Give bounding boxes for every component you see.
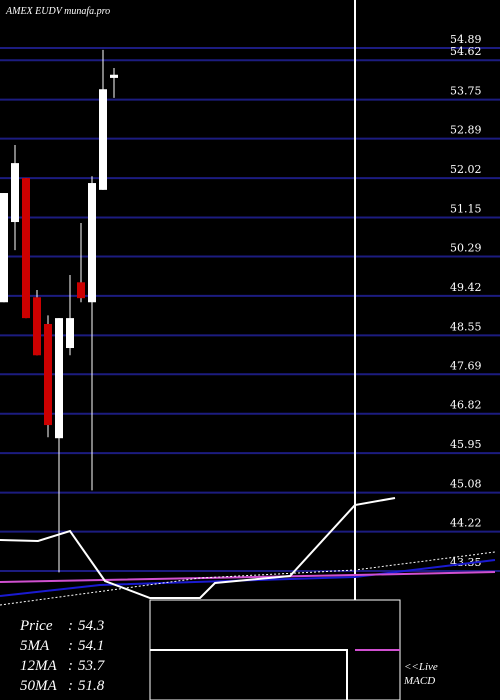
ma-line (0, 571, 496, 583)
y-tick-label: 43.35 (450, 556, 482, 569)
candle-body (88, 183, 96, 303)
y-tick-label: 46.82 (450, 399, 482, 412)
y-tick-label: 48.55 (450, 320, 482, 333)
candle-body (66, 318, 74, 349)
ma-line (0, 551, 496, 606)
y-tick-label: 52.02 (450, 163, 482, 176)
y-tick-label: 52.89 (450, 124, 482, 137)
macd-label: <<Live (404, 661, 438, 673)
info-value: 53.7 (78, 658, 106, 674)
ma-line (0, 497, 396, 599)
info-value: 51.8 (78, 678, 105, 694)
info-separator: : (68, 638, 73, 654)
info-separator: : (68, 658, 73, 674)
y-tick-label: 49.42 (450, 281, 482, 294)
candle-body (11, 163, 19, 223)
candle-body (0, 193, 8, 303)
chart-title: AMEX EUDV munafa.pro (5, 6, 110, 17)
candle-body (110, 74, 118, 78)
info-separator: : (68, 618, 73, 634)
macd-label: MACD (403, 675, 435, 687)
y-tick-label: 50.29 (450, 241, 482, 254)
info-value: 54.3 (78, 618, 104, 634)
candle-body (22, 178, 30, 319)
candle-body (44, 324, 52, 426)
info-label: 5MA (20, 638, 50, 654)
y-tick-label: 47.69 (450, 359, 482, 372)
y-tick-label: 54.62 (450, 45, 482, 58)
macd-line (150, 649, 348, 700)
y-tick-label: 44.22 (450, 517, 482, 530)
candles (0, 49, 118, 573)
y-tick-label: 45.08 (450, 478, 482, 491)
info-separator: : (68, 678, 73, 694)
candle-body (77, 282, 85, 299)
info-label: 12MA (20, 658, 57, 674)
candle-body (55, 318, 63, 439)
candle-body (99, 89, 107, 190)
y-tick-label: 54.89 (450, 33, 482, 46)
y-tick-label: 51.15 (450, 202, 482, 215)
y-tick-label: 45.95 (450, 438, 482, 451)
y-tick-label: 53.75 (450, 85, 482, 98)
info-value: 54.1 (78, 638, 104, 654)
info-label: Price (19, 618, 53, 634)
candle-body (33, 297, 41, 356)
info-label: 50MA (20, 678, 57, 694)
